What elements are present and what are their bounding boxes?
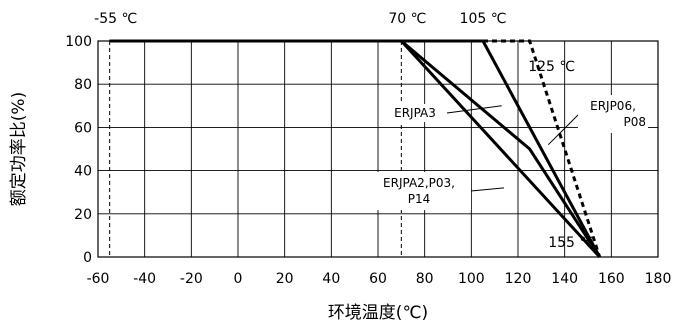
x-tick-label: 180 (645, 271, 672, 287)
y-tick-label: 0 (83, 250, 92, 266)
x-tick-label: 60 (369, 271, 387, 287)
callout-label: P08 (623, 115, 646, 129)
callout-label: ERJPA3 (394, 106, 436, 120)
x-tick-label: 20 (276, 271, 294, 287)
y-tick-label: 60 (74, 120, 92, 136)
x-tick-label: 120 (505, 271, 532, 287)
x-tick-label: -20 (180, 271, 203, 287)
y-tick-label: 100 (65, 34, 92, 50)
x-tick-label: -40 (133, 271, 156, 287)
reference-line-label: 70 ℃ (388, 11, 426, 27)
reference-line-label: -55 ℃ (94, 11, 137, 27)
x-tick-label: -60 (87, 271, 110, 287)
callout-leader-line (547, 113, 580, 146)
y-axis-tick-labels: 0 20 40 60 80 100 (65, 34, 92, 266)
callout-box (384, 104, 446, 122)
x-tick-label: 0 (234, 271, 243, 287)
x-tick-label: 160 (598, 271, 625, 287)
x-axis-title: 环境温度(℃) (328, 303, 428, 323)
callout-label: ERJP06, (590, 99, 636, 113)
callout-label: P14 (408, 192, 431, 206)
x-tick-label: 80 (416, 271, 434, 287)
callout-box (367, 172, 471, 210)
y-tick-label: 20 (74, 207, 92, 223)
temperature-annotation: 125 ℃ (528, 59, 575, 75)
x-tick-label: 40 (322, 271, 340, 287)
temperature-annotation: 105 ℃ (460, 11, 507, 27)
temperature-annotations: -55 ℃ 70 ℃ 105 ℃ 125 ℃ 155 ℃ (94, 11, 595, 251)
y-tick-label: 40 (74, 164, 92, 180)
series-line-erjpa2-p03-p14 (109, 39, 601, 258)
series-callouts: ERJPA3 ERJP06, P08 ERJPA2,P03, P14 (367, 95, 648, 210)
x-axis-tick-labels: -60 -40 -20 0 20 40 60 80 100 120 140 160 180 (87, 271, 672, 287)
temperature-reference-lines (109, 41, 402, 257)
callout-leader-line (446, 105, 502, 114)
temperature-annotation: 155 ℃ (548, 235, 595, 251)
derating-curves (109, 39, 602, 259)
y-tick-label: 80 (74, 77, 92, 93)
series-line-erjpa3 (109, 39, 601, 259)
y-axis-title: 额定功率比(%) (9, 92, 29, 206)
callout-label: ERJPA2,P03, (383, 176, 455, 190)
x-tick-label: 140 (551, 271, 578, 287)
callout-leader-line (470, 187, 505, 192)
callout-box (578, 95, 648, 133)
x-tick-label: 100 (458, 271, 485, 287)
series-line-erjp06-p08 (109, 39, 601, 258)
plot-frame (97, 40, 659, 258)
